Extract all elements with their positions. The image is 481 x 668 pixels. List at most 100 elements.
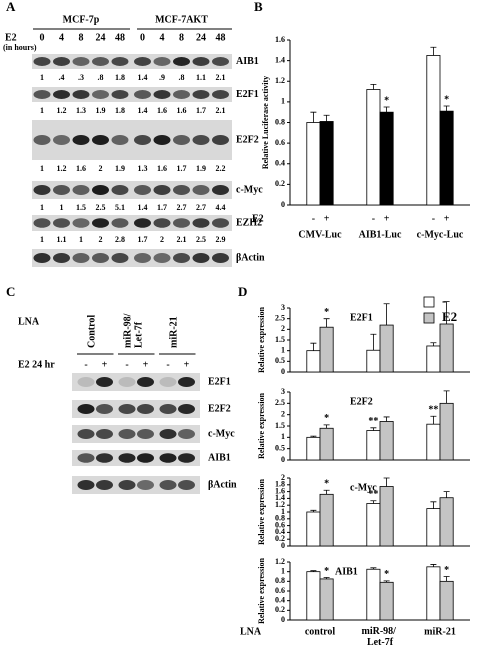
- y-tick-label: 0.5: [275, 443, 285, 452]
- x-tick-label: c-Myc-Luc: [417, 229, 464, 240]
- error-bar: [323, 318, 330, 328]
- significance-mark: *: [444, 94, 449, 105]
- y-tick-label: 1: [281, 507, 285, 516]
- y-tick-label: 0: [281, 615, 285, 624]
- blot-label: βActin: [208, 479, 237, 490]
- blot-band: [77, 453, 95, 463]
- group-label: MCF-7p: [63, 14, 100, 25]
- blot-band: [72, 253, 90, 263]
- treatment-label: E2 24 hr: [18, 359, 55, 370]
- error-bar: [430, 501, 437, 509]
- blot-band: [137, 377, 154, 387]
- y-tick-label: 0: [281, 541, 285, 550]
- quantification: 5.1: [115, 203, 125, 212]
- blot-band: [153, 135, 171, 145]
- blot-band: [118, 404, 136, 414]
- quantification: 2.5: [196, 235, 206, 244]
- blot-band: [212, 253, 229, 263]
- blot-band: [111, 253, 129, 263]
- bar: [366, 430, 381, 461]
- blot-band: [92, 253, 109, 263]
- quantification: 1.3: [76, 106, 86, 115]
- timepoint: 0: [140, 32, 145, 43]
- error-bar: [443, 576, 450, 582]
- blot-label: E2F1: [208, 376, 231, 387]
- error-bar: [443, 105, 450, 112]
- quantification: 1: [79, 235, 83, 244]
- blot-band: [72, 218, 90, 228]
- blot-band: [212, 185, 229, 195]
- error-bar: [323, 114, 330, 122]
- blot-label: AIB1: [236, 56, 259, 67]
- blot-band: [77, 404, 95, 414]
- condition-label: miR-98/ Let-7f: [123, 311, 145, 348]
- quantification: 2: [99, 235, 103, 244]
- treatment-sign: +: [444, 213, 450, 224]
- blot-label: c-Myc: [236, 184, 263, 195]
- y-tick-label: 1: [281, 566, 285, 575]
- quantification: 1.9: [196, 164, 206, 173]
- blot-band: [137, 453, 154, 463]
- blot-band: [153, 90, 171, 99]
- quantification: 1.8: [115, 73, 125, 82]
- quantification: 2: [99, 164, 103, 173]
- blot-band: [96, 480, 113, 490]
- y-tick-label: 0.8: [275, 514, 285, 523]
- blot-band: [53, 185, 70, 195]
- treatment-sign: +: [384, 213, 390, 224]
- error-bar: [430, 46, 437, 56]
- error-bar: [430, 342, 437, 346]
- error-bar: [310, 342, 317, 351]
- bar: [306, 122, 321, 206]
- blot-label: βActin: [236, 252, 265, 263]
- y-tick-label: 3: [281, 387, 285, 396]
- y-tick-label: 1.4: [275, 55, 285, 64]
- bar: [439, 580, 454, 621]
- blot-band: [118, 377, 136, 387]
- y-tick-label: 1.4: [275, 493, 285, 502]
- x-tick-label: CMV-Luc: [298, 229, 342, 240]
- error-bar: [370, 83, 377, 90]
- blot-band: [96, 377, 113, 387]
- quantification: 1.1: [196, 73, 206, 82]
- blot-band: [192, 90, 210, 99]
- quantification: 2.9: [216, 235, 226, 244]
- blot-band: [153, 218, 171, 228]
- blot-band: [118, 453, 136, 463]
- error-bar: [430, 564, 437, 567]
- error-bar: [443, 390, 450, 404]
- significance-mark: **: [428, 405, 438, 416]
- sign: +: [184, 359, 190, 370]
- error-bar: [370, 567, 377, 570]
- blot-band: [173, 90, 190, 99]
- quantification: 2.7: [177, 203, 187, 212]
- significance-mark: *: [444, 565, 449, 576]
- error-bar: [323, 489, 330, 495]
- blot-band: [153, 57, 171, 66]
- blot-band: [173, 57, 190, 66]
- y-tick-label: 1.6: [275, 486, 285, 495]
- error-bar: [383, 106, 390, 113]
- error-bar: [383, 303, 390, 326]
- quantification: 1: [60, 203, 64, 212]
- blot-band: [72, 185, 90, 195]
- blot-band: [92, 57, 109, 66]
- bar: [439, 323, 454, 373]
- y-tick-label: 2.5: [275, 398, 285, 407]
- significance-mark: *: [324, 413, 329, 424]
- bar: [439, 497, 454, 547]
- panel-label: A: [6, 0, 16, 14]
- quantification: 1.3: [138, 164, 148, 173]
- blot-band: [134, 90, 151, 99]
- error-bar: [443, 301, 450, 324]
- quantification: 1: [40, 73, 44, 82]
- blot-band: [153, 253, 171, 263]
- blot-band: [118, 429, 136, 439]
- bar: [426, 508, 441, 547]
- blot-band: [134, 135, 151, 145]
- blot-band: [111, 218, 129, 228]
- bar: [366, 568, 381, 621]
- quantification: .3: [78, 73, 84, 82]
- blot-band: [77, 429, 95, 439]
- y-tick-label: 0.4: [275, 595, 285, 604]
